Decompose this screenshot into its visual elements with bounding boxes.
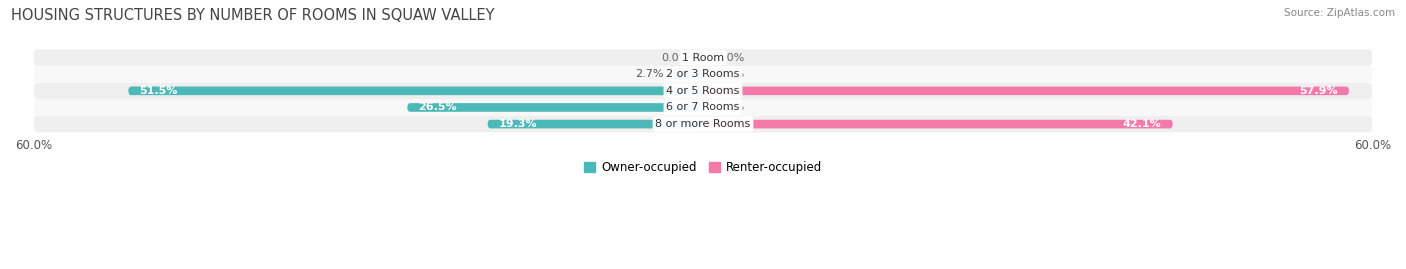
FancyBboxPatch shape (34, 49, 1372, 66)
FancyBboxPatch shape (488, 120, 703, 128)
Text: 42.1%: 42.1% (1123, 119, 1161, 129)
FancyBboxPatch shape (34, 116, 1372, 132)
FancyBboxPatch shape (34, 66, 1372, 83)
Text: 57.9%: 57.9% (1299, 86, 1339, 96)
FancyBboxPatch shape (34, 83, 1372, 99)
Text: 0.0%: 0.0% (661, 52, 689, 63)
Text: 0.0%: 0.0% (717, 52, 745, 63)
FancyBboxPatch shape (673, 70, 703, 79)
Text: 2.7%: 2.7% (636, 69, 664, 79)
Text: 51.5%: 51.5% (139, 86, 179, 96)
Text: 8 or more Rooms: 8 or more Rooms (655, 119, 751, 129)
Text: 2 or 3 Rooms: 2 or 3 Rooms (666, 69, 740, 79)
Text: 4 or 5 Rooms: 4 or 5 Rooms (666, 86, 740, 96)
Text: 1 Room: 1 Room (682, 52, 724, 63)
FancyBboxPatch shape (128, 87, 703, 95)
Text: HOUSING STRUCTURES BY NUMBER OF ROOMS IN SQUAW VALLEY: HOUSING STRUCTURES BY NUMBER OF ROOMS IN… (11, 8, 495, 23)
Text: 26.5%: 26.5% (419, 102, 457, 112)
FancyBboxPatch shape (703, 87, 1348, 95)
FancyBboxPatch shape (34, 99, 1372, 116)
Text: 19.3%: 19.3% (499, 119, 537, 129)
Text: 6 or 7 Rooms: 6 or 7 Rooms (666, 102, 740, 112)
FancyBboxPatch shape (703, 120, 1173, 128)
Text: Source: ZipAtlas.com: Source: ZipAtlas.com (1284, 8, 1395, 18)
Legend: Owner-occupied, Renter-occupied: Owner-occupied, Renter-occupied (579, 157, 827, 179)
Text: 0.0%: 0.0% (717, 69, 745, 79)
Text: 0.0%: 0.0% (717, 102, 745, 112)
FancyBboxPatch shape (408, 103, 703, 112)
